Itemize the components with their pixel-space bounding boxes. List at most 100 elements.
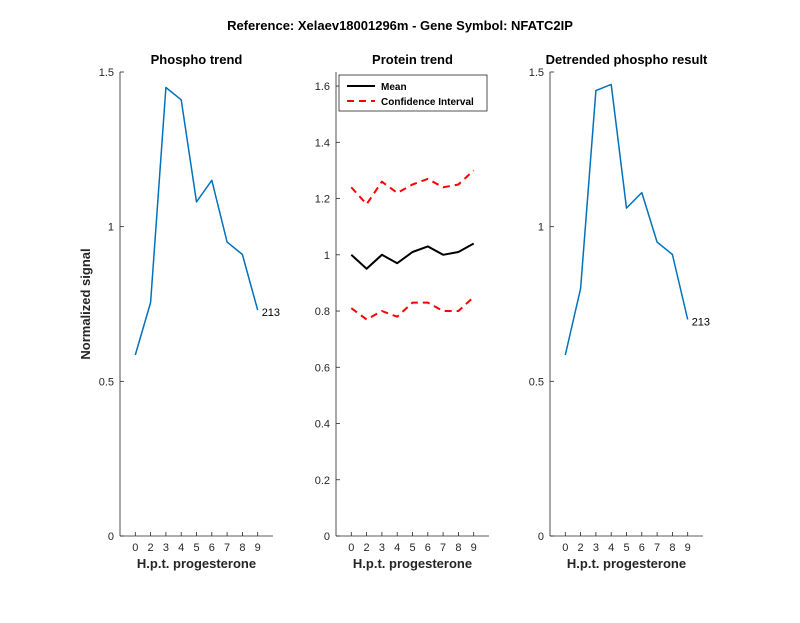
data-point <box>381 254 383 256</box>
y-tick-label: 1.5 <box>529 67 544 79</box>
data-point <box>473 296 475 298</box>
data-point <box>350 307 352 309</box>
x-tick-label: 3 <box>593 542 599 554</box>
series-end-label: 213 <box>692 316 710 328</box>
y-tick-label: 0.5 <box>529 376 544 388</box>
data-point <box>656 241 658 243</box>
x-tick-label: 9 <box>685 542 691 554</box>
data-point <box>149 301 151 303</box>
y-tick-label: 0.2 <box>315 475 330 487</box>
x-tick-label: 2 <box>364 542 370 554</box>
data-point <box>595 89 597 91</box>
series-line-1 <box>564 83 689 356</box>
data-point <box>165 86 167 88</box>
y-tick-label: 0.4 <box>315 419 330 431</box>
data-point <box>381 180 383 182</box>
x-tick-label: 2 <box>148 542 154 554</box>
data-point <box>442 254 444 256</box>
series-line-1 <box>350 242 475 270</box>
x-tick-label: 6 <box>209 542 215 554</box>
data-point <box>396 192 398 194</box>
y-tick-label: 1 <box>108 222 114 234</box>
data-point <box>365 203 367 205</box>
data-point <box>381 310 383 312</box>
y-tick-label: 1.5 <box>99 67 114 79</box>
data-point <box>473 242 475 244</box>
data-point <box>226 241 228 243</box>
x-tick-label: 4 <box>178 542 184 554</box>
subplot-2: 00.20.40.60.811.21.41.60 2 3 4 5 6 7 8 9Protein … <box>315 52 489 571</box>
data-point <box>396 262 398 264</box>
data-point <box>211 179 213 181</box>
data-point <box>442 186 444 188</box>
data-point <box>350 186 352 188</box>
data-point <box>195 201 197 203</box>
x-tick-label: 9 <box>255 542 261 554</box>
legend-label: Mean <box>381 82 407 93</box>
data-point <box>442 310 444 312</box>
data-point <box>687 318 689 320</box>
x-tick-label: 3 <box>163 542 169 554</box>
data-point <box>625 207 627 209</box>
subplot-title: Detrended phospho result <box>546 52 708 67</box>
x-tick-label: 4 <box>608 542 614 554</box>
y-axis-label: Normalized signal <box>78 248 93 359</box>
y-tick-label: 0.8 <box>315 306 330 318</box>
legend: Mean Confidence Interval <box>338 74 488 112</box>
data-point <box>411 251 413 253</box>
data-point <box>365 318 367 320</box>
data-point <box>457 183 459 185</box>
data-point <box>671 253 673 255</box>
y-tick-label: 1 <box>324 250 330 262</box>
data-point <box>396 315 398 317</box>
data-point <box>411 301 413 303</box>
legend-box <box>338 74 488 112</box>
y-tick-label: 0 <box>324 531 330 543</box>
data-point <box>610 83 612 85</box>
x-tick-label: 5 <box>193 542 199 554</box>
x-tick-label: 7 <box>440 542 446 554</box>
subplot-title: Protein trend <box>372 52 453 67</box>
x-tick-label: 5 <box>409 542 415 554</box>
data-point <box>641 191 643 193</box>
data-point <box>427 245 429 247</box>
subplot-title: Phospho trend <box>151 52 243 67</box>
data-point <box>365 268 367 270</box>
legend-label: Confidence Interval <box>381 97 474 108</box>
y-tick-label: 1.2 <box>315 194 330 206</box>
x-tick-label: 6 <box>639 542 645 554</box>
x-axis-label: H.p.t. progesterone <box>353 556 472 571</box>
x-tick-label: 0 <box>132 542 138 554</box>
data-point <box>427 178 429 180</box>
data-point <box>457 310 459 312</box>
series-line-3 <box>350 296 475 321</box>
x-tick-label: 5 <box>623 542 629 554</box>
y-tick-label: 1 <box>538 222 544 234</box>
data-point <box>564 354 566 356</box>
series-line-2 <box>350 169 475 206</box>
data-point <box>411 183 413 185</box>
data-point <box>427 301 429 303</box>
y-tick-label: 1.6 <box>315 81 330 93</box>
data-point <box>180 99 182 101</box>
x-tick-label: 9 <box>471 542 477 554</box>
data-point <box>241 253 243 255</box>
y-tick-label: 0 <box>538 531 544 543</box>
x-tick-label: 7 <box>654 542 660 554</box>
data-point <box>134 354 136 356</box>
x-tick-label: 2 <box>578 542 584 554</box>
x-tick-label: 8 <box>669 542 675 554</box>
series-line-1 <box>134 86 259 356</box>
x-axis-label: H.p.t. progesterone <box>137 556 256 571</box>
y-tick-label: 0.6 <box>315 362 330 374</box>
y-tick-label: 0 <box>108 531 114 543</box>
data-point <box>473 169 475 171</box>
x-tick-label: 6 <box>425 542 431 554</box>
data-point <box>257 309 259 311</box>
x-tick-label: 3 <box>379 542 385 554</box>
y-tick-label: 1.4 <box>315 137 330 149</box>
